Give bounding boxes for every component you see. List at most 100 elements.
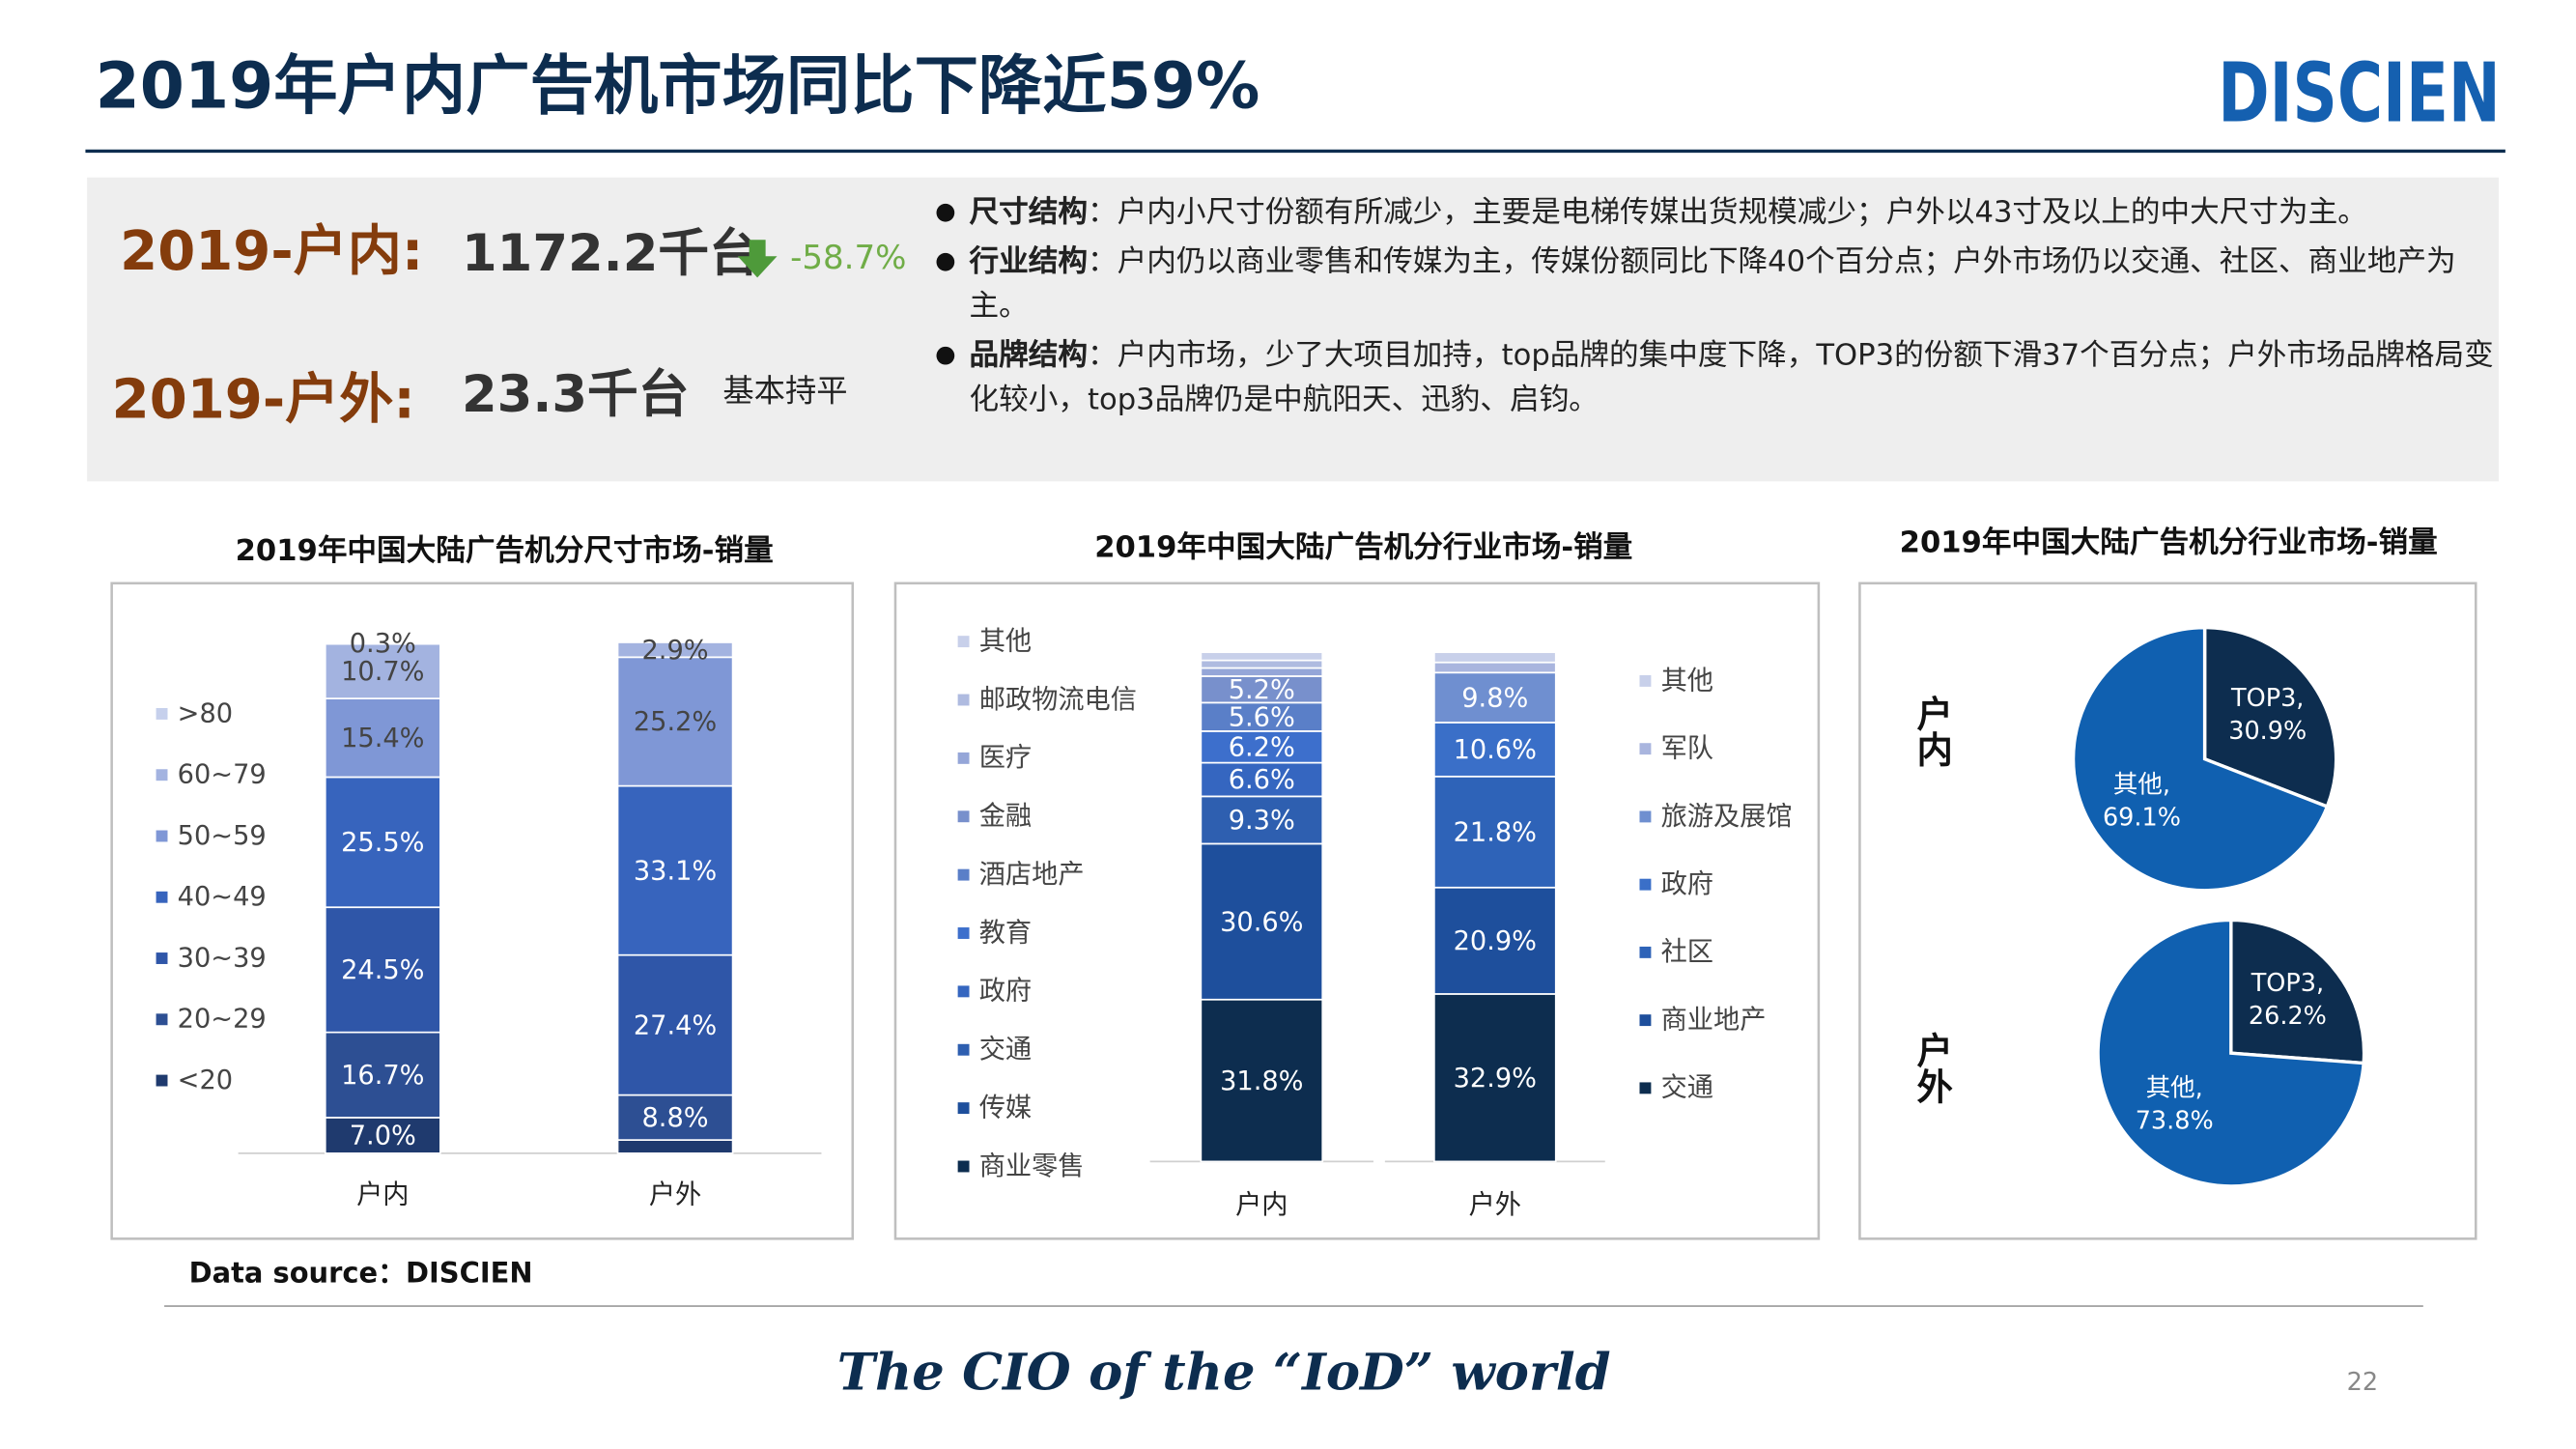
legend-swatch	[957, 1102, 970, 1115]
data-label: 32.9%	[1454, 1064, 1537, 1094]
logo: DISCIEN	[2218, 45, 2501, 141]
bar-segment	[1200, 701, 1324, 732]
bar-segment	[1433, 886, 1557, 995]
pie-slice	[2229, 918, 2366, 1065]
slogan: The CIO of the “IoD” world	[837, 1343, 1611, 1403]
down-arrow	[737, 240, 778, 278]
pie-label: 户内	[1911, 695, 1953, 767]
bar-segment	[324, 776, 441, 909]
pie-label: 户外	[1911, 1032, 1953, 1104]
legend-label: 教育	[979, 918, 1032, 948]
bar-segment	[324, 1031, 441, 1119]
legend-label: 30~39	[178, 943, 267, 973]
bar-segment	[616, 784, 734, 956]
outdoor-note: 基本持平	[722, 372, 847, 409]
bar-segment	[1433, 651, 1557, 664]
legend-label: 其他	[1661, 666, 1713, 696]
legend-swatch	[156, 1013, 168, 1026]
category-label: 户外	[649, 1180, 701, 1210]
indoor-change: -58.7%	[790, 239, 906, 277]
legend-swatch	[957, 1043, 970, 1056]
bullet-head: 尺寸结构	[969, 195, 1088, 231]
legend-swatch	[957, 927, 970, 939]
data-label: 24.5%	[341, 955, 424, 985]
legend-swatch	[1639, 946, 1652, 958]
legend-label: 金融	[979, 802, 1032, 832]
bullet-text: ：户内小尺寸份额有所减少，主要是电梯传媒出货规模减少；户外以43寸及以上的中大尺…	[1087, 195, 2367, 231]
bullet-dot	[936, 346, 955, 365]
chart-title: 2019年中国大陆广告机分行业市场-销量	[1094, 530, 1632, 565]
slice-name: TOP3,	[2230, 684, 2304, 713]
chart-frame	[110, 582, 855, 1240]
legend-swatch	[1639, 878, 1652, 891]
slice-value: 73.8%	[2136, 1106, 2214, 1135]
legend-label: 政府	[1661, 869, 1713, 899]
bar-segment	[616, 641, 734, 659]
data-label: 9.3%	[1229, 806, 1295, 836]
legend-label: 50~59	[178, 821, 267, 851]
title: 2019年户内广告机市场同比下降近59%	[96, 48, 1260, 124]
bar-segment	[616, 656, 734, 787]
bullet: 行业结构：户内仍以商业零售和传媒为主，传媒份额同比下降40个百分点；户外市场仍以…	[933, 240, 2494, 328]
data-label: 33.1%	[634, 856, 717, 886]
slice-name: 其他,	[2146, 1073, 2203, 1102]
bar-segment	[1200, 659, 1324, 669]
legend-swatch	[1639, 743, 1652, 755]
legend-swatch	[156, 769, 168, 781]
bar-segment	[324, 1117, 441, 1154]
chart-frame	[893, 582, 1821, 1240]
slice-name: 其他,	[2113, 770, 2170, 799]
bar-segment	[324, 641, 441, 645]
bar-segment	[1200, 651, 1324, 662]
legend-label: 邮政物流电信	[979, 685, 1137, 715]
bullet-head: 行业结构	[969, 244, 1088, 280]
bullet-text: ：户内仍以商业零售和传媒为主，传媒份额同比下降40个百分点；户外市场仍以交通、社…	[969, 244, 2456, 325]
legend-swatch	[156, 1074, 168, 1087]
legend-swatch	[156, 708, 168, 720]
slice-value: 69.1%	[2103, 803, 2181, 832]
bar-segment	[1433, 722, 1557, 778]
legend-label: 医疗	[979, 743, 1032, 773]
legend-swatch	[957, 636, 970, 648]
legend-label: 酒店地产	[979, 860, 1085, 890]
pie-slice	[2071, 625, 2330, 893]
data-label: 21.8%	[1454, 817, 1537, 847]
bullet-dot	[936, 203, 955, 222]
data-label: 10.6%	[1454, 735, 1537, 765]
legend-label: 社区	[1661, 937, 1713, 967]
data-label: 7.0%	[350, 1122, 416, 1151]
data-label: 15.4%	[341, 724, 424, 753]
data-label: 6.2%	[1229, 732, 1295, 762]
page-number: 22	[2347, 1368, 2378, 1397]
data-label: 0.3%	[350, 629, 416, 659]
data-label: 16.7%	[341, 1061, 424, 1091]
legend-label: 商业零售	[979, 1151, 1085, 1181]
data-label: 9.8%	[1461, 683, 1528, 713]
data-label: 6.6%	[1229, 765, 1295, 795]
bar-segment	[1200, 842, 1324, 1001]
bar-segment	[1433, 993, 1557, 1163]
data-label: 31.8%	[1220, 1066, 1303, 1096]
legend-label: 军队	[1661, 734, 1713, 764]
legend-label: 20~29	[178, 1005, 267, 1035]
legend-swatch	[957, 1160, 970, 1173]
legend-swatch	[957, 985, 970, 998]
chart-title: 2019年中国大陆广告机分行业市场-销量	[1900, 525, 2438, 559]
legend-label: 商业地产	[1661, 1005, 1767, 1035]
bar-segment	[324, 906, 441, 1034]
bullet-dot	[936, 252, 955, 271]
bullet-head: 品牌结构	[969, 338, 1088, 374]
category-label: 户内	[356, 1180, 409, 1210]
bar-segment	[616, 1139, 734, 1154]
legend-label: 交通	[979, 1035, 1032, 1065]
legend-swatch	[1639, 674, 1652, 687]
chart-frame	[1858, 582, 2477, 1240]
legend-swatch	[957, 868, 970, 881]
bar-segment	[1200, 795, 1324, 845]
legend-label: 60~79	[178, 760, 267, 790]
slice-name: TOP3,	[2250, 969, 2324, 998]
bullet-list: 尺寸结构：户内小尺寸份额有所减少，主要是电梯传媒出货规模减少；户外以43寸及以上…	[933, 190, 2494, 427]
legend-label: 其他	[979, 626, 1032, 656]
